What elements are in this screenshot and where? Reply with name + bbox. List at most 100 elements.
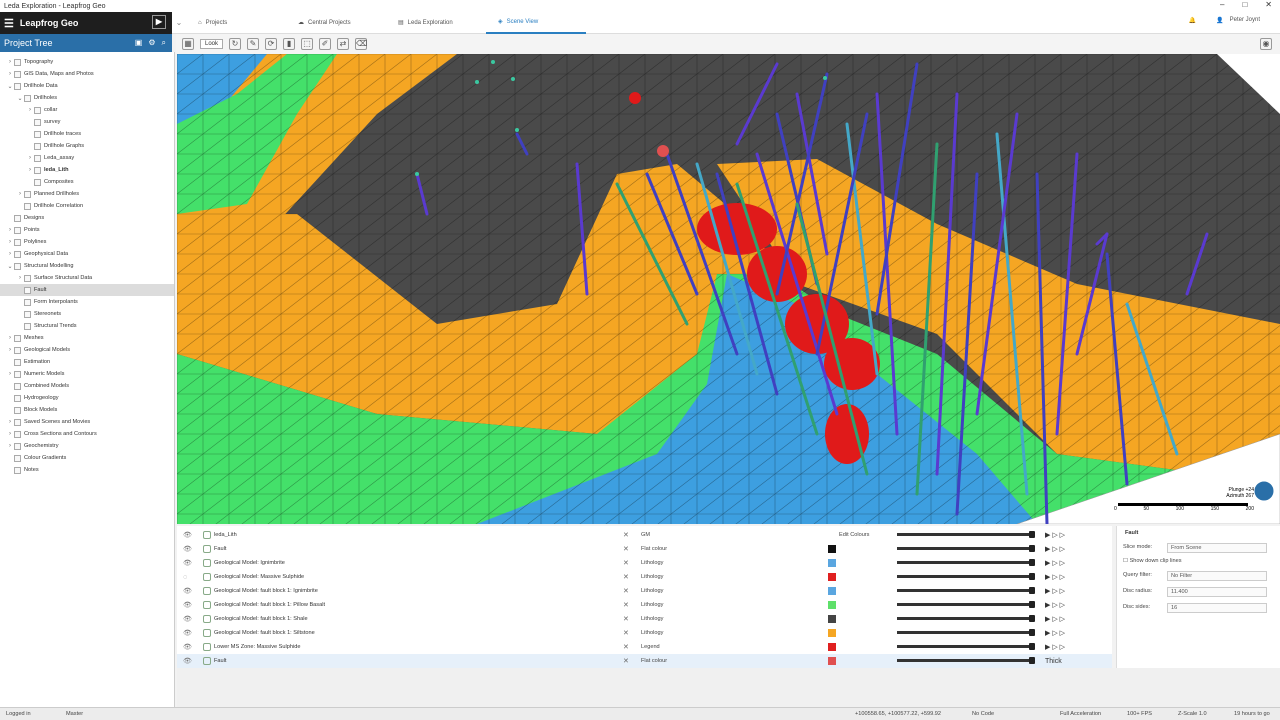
transparency-slider[interactable] [897,645,1033,648]
tree-item[interactable]: Block Models [0,404,174,416]
tree-item[interactable]: Composites [0,176,174,188]
layer-name[interactable]: Fault [214,658,227,664]
play-icon[interactable]: ▶ ▷ ▷ [1045,546,1066,553]
tree-item[interactable]: Drillhole traces [0,128,174,140]
tree-item[interactable]: Structural Trends [0,320,174,332]
slider-handle[interactable] [1029,657,1035,664]
query-filter-select[interactable]: No Filter [1167,571,1267,581]
camera-icon[interactable]: ◉ [1260,38,1272,50]
layer-name[interactable]: Geological Model: fault block 1: Siltsto… [214,630,315,636]
transparency-slider[interactable] [897,603,1033,606]
remove-icon[interactable]: ✕ [623,602,629,609]
remove-icon[interactable]: ✕ [623,644,629,651]
play-icon[interactable]: ▶ ▷ ▷ [1045,560,1066,567]
remove-icon[interactable]: ✕ [623,588,629,595]
remove-icon[interactable]: ✕ [623,630,629,637]
shape-row[interactable]: 👁 Lower MS Zone: Massive Sulphide ✕ Legend ▶… [177,640,1112,654]
expand-arrow-icon[interactable]: ⌄ [17,95,23,102]
colour-swatch[interactable] [828,545,836,553]
expand-arrow-icon[interactable]: › [9,371,11,377]
play-icon[interactable]: ▶ [152,15,166,29]
look-dropdown[interactable]: Look [200,39,224,49]
user-icon[interactable]: 👤 [1216,18,1224,24]
user-name[interactable]: Peter Joynt [1229,17,1260,23]
remove-icon[interactable]: ✕ [623,560,629,567]
play-icon[interactable]: ▶ ▷ ▷ [1045,602,1066,609]
layer-name[interactable]: Lower MS Zone: Massive Sulphide [214,644,301,650]
shape-row[interactable]: 👁 Fault ✕ Flat colour ▶ ▷ ▷ [177,542,1112,556]
slider-handle[interactable] [1029,601,1035,608]
shape-row[interactable]: 👁 leda_Lith ✕ GM Edit Colours ▶ ▷ ▷ [177,528,1112,542]
shape-row[interactable]: 👁 Geological Model: fault block 1: Pillow… [177,598,1112,612]
expand-arrow-icon[interactable]: › [29,107,31,113]
expand-arrow-icon[interactable]: › [9,443,11,449]
hamburger-menu-icon[interactable]: ☰ [4,17,14,30]
clip-lines-checkbox[interactable]: ☐ Show down clip lines [1123,558,1182,564]
tree-item[interactable]: Notes [0,464,174,476]
globe-icon[interactable] [1253,480,1275,502]
shape-row[interactable]: ◌ Geological Model: Massive Sulphide ✕ Lith… [177,570,1112,584]
visibility-eye-icon[interactable]: 👁 [183,658,192,665]
bell-icon[interactable]: 🔔 [1188,18,1197,24]
tree-item[interactable]: › GIS Data, Maps and Photos [0,68,174,80]
layer-name[interactable]: Fault [214,546,227,552]
visibility-eye-icon[interactable]: 👁 [183,560,192,567]
scene-view-3d[interactable]: Plunge +24 Azimuth 267 0 50 100 150 200 [177,54,1280,524]
layer-property[interactable]: Lithology [641,574,664,580]
logged-in-status[interactable]: Logged in [6,711,31,717]
edit-colours-button[interactable]: Edit Colours [839,532,870,538]
tree-item[interactable]: Combined Models [0,380,174,392]
tab-leda-exploration[interactable]: ▤ Leda Exploration [386,12,486,34]
layer-property[interactable]: Lithology [641,602,664,608]
expand-arrow-icon[interactable]: › [9,59,11,65]
colour-swatch[interactable] [828,587,836,595]
settings-icon[interactable]: ⚙ [148,38,156,47]
layer-property[interactable]: Flat colour [641,658,668,664]
expand-arrow-icon[interactable]: › [9,419,11,425]
slider-handle[interactable] [1029,615,1035,622]
visibility-eye-icon[interactable]: 👁 [183,630,192,637]
transparency-slider[interactable] [897,575,1033,578]
tree-item[interactable]: › Meshes [0,332,174,344]
visibility-eye-icon[interactable]: ◌ [183,573,188,581]
pen-icon[interactable]: ✎ [247,38,260,50]
tree-item[interactable]: ⌄ Structural Modelling [0,260,174,272]
tree-item[interactable]: Drillhole Graphs [0,140,174,152]
draw-icon[interactable]: ✐ [319,38,332,50]
tree-item[interactable]: › Polylines [0,236,174,248]
transparency-slider[interactable] [897,617,1033,620]
tree-item[interactable]: › Leda_assay [0,152,174,164]
play-icon[interactable]: ▶ ▷ ▷ [1045,630,1066,637]
tree-item[interactable]: Colour Gradients [0,452,174,464]
expand-arrow-icon[interactable]: › [9,335,11,341]
sync-icon[interactable]: ⇄ [337,38,350,50]
expand-arrow-icon[interactable]: ⌄ [7,263,13,270]
slider-handle[interactable] [1029,629,1035,636]
colour-swatch[interactable] [828,559,836,567]
tree-item[interactable]: › Numeric Models [0,368,174,380]
visibility-eye-icon[interactable]: 👁 [183,602,192,609]
visibility-eye-icon[interactable]: 👁 [183,644,192,651]
expand-arrow-icon[interactable]: › [9,71,11,77]
tree-item[interactable]: › Geochemistry [0,440,174,452]
expand-arrow-icon[interactable]: › [9,347,11,353]
layer-name[interactable]: Geological Model: fault block 1: Ignimbr… [214,588,318,594]
shape-row[interactable]: 👁 Geological Model: fault block 1: Shale ✕… [177,612,1112,626]
tree-item[interactable]: Form Interpolants [0,296,174,308]
tree-item[interactable]: › Geophysical Data [0,248,174,260]
expand-arrow-icon[interactable]: › [9,227,11,233]
line-style-select[interactable]: Thick [1045,657,1062,665]
visibility-eye-icon[interactable]: 👁 [183,616,192,623]
expand-arrow-icon[interactable]: › [9,239,11,245]
expand-arrow-icon[interactable]: › [29,155,31,161]
branch-status[interactable]: Master [66,711,84,717]
remove-icon[interactable]: ✕ [623,546,629,553]
slider-handle[interactable] [1029,559,1035,566]
disc-radius-input[interactable]: 11.400 [1167,587,1267,597]
remove-icon[interactable]: ✕ [623,574,629,581]
layer-property[interactable]: GM [641,532,651,538]
layer-name[interactable]: Geological Model: fault block 1: Pillow … [214,602,325,608]
layer-name[interactable]: Geological Model: Massive Sulphide [214,574,305,580]
expand-arrow-icon[interactable]: ⌄ [7,83,13,90]
acceleration-status[interactable]: Full Acceleration [1060,711,1102,717]
